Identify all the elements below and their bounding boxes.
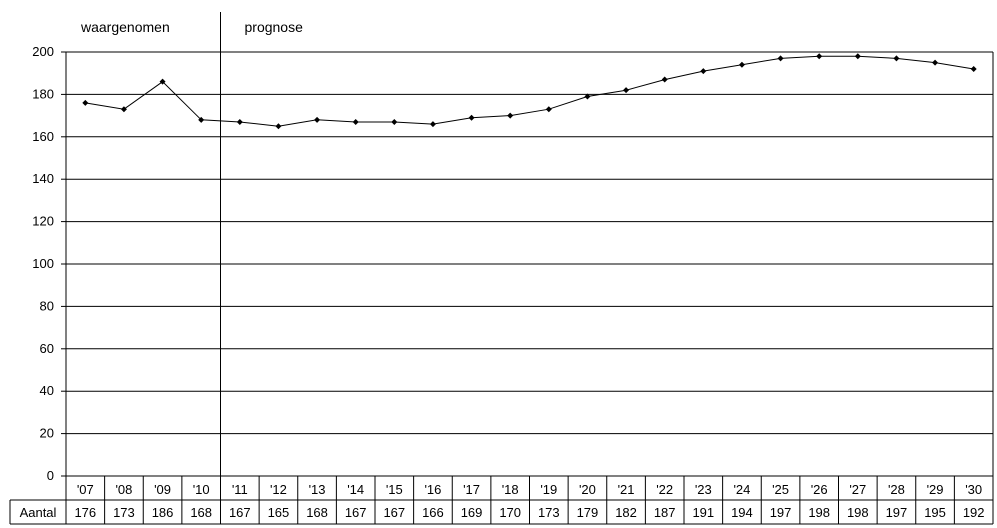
data-point-marker	[661, 76, 668, 83]
table-value-cell: 169	[461, 505, 483, 520]
x-tick-label: '22	[656, 482, 673, 497]
data-point-marker	[738, 61, 745, 68]
data-point-marker	[352, 118, 359, 125]
x-tick-label: '07	[77, 482, 94, 497]
table-value-cell: 186	[152, 505, 174, 520]
table-value-cell: 170	[499, 505, 521, 520]
x-tick-label: '18	[502, 482, 519, 497]
x-tick-label: '20	[579, 482, 596, 497]
data-point-marker	[893, 55, 900, 62]
data-point-marker	[932, 59, 939, 66]
x-tick-label: '19	[540, 482, 557, 497]
data-point-marker	[584, 93, 591, 100]
x-tick-label: '14	[347, 482, 364, 497]
data-point-marker	[429, 121, 436, 128]
plot-frame	[65, 52, 994, 524]
data-point-marker	[545, 106, 552, 113]
x-tick-label: '15	[386, 482, 403, 497]
table-value-cell: 173	[538, 505, 560, 520]
x-tick-label: '26	[811, 482, 828, 497]
table-value-cell: 197	[886, 505, 908, 520]
data-markers	[82, 53, 977, 130]
y-tick-label: 100	[32, 256, 54, 271]
table-value-cell: 179	[577, 505, 599, 520]
table-value-cell: 195	[924, 505, 946, 520]
x-tick-label: '27	[849, 482, 866, 497]
data-point-marker	[275, 123, 282, 130]
data-point-marker	[236, 118, 243, 125]
data-point-marker	[700, 68, 707, 75]
table-value-cell: 191	[692, 505, 714, 520]
table-value-cell: 194	[731, 505, 753, 520]
x-tick-label: '29	[927, 482, 944, 497]
table-value-cell: 168	[190, 505, 212, 520]
data-table: Aantal '07 176 '08 173 '09 186 '10 168 '11 167 '12 1…	[9, 475, 993, 525]
data-point-marker	[198, 116, 205, 123]
table-value-cell: 173	[113, 505, 135, 520]
x-tick-label: '25	[772, 482, 789, 497]
table-value-cell: 168	[306, 505, 328, 520]
table-value-cell: 167	[383, 505, 405, 520]
forecast-section-label: prognose	[245, 19, 304, 35]
data-point-marker	[314, 116, 321, 123]
y-tick-label: 60	[40, 341, 54, 356]
x-tick-label: '08	[115, 482, 132, 497]
y-tick-label: 120	[32, 214, 54, 229]
y-axis-ticks: 0 20 40 60 80 100 120 140 160 180 200	[32, 44, 66, 483]
data-point-marker	[623, 87, 630, 94]
data-point-marker	[468, 114, 475, 121]
table-value-cell: 198	[808, 505, 830, 520]
y-tick-label: 180	[32, 86, 54, 101]
x-tick-label: '21	[618, 482, 635, 497]
x-tick-label: '09	[154, 482, 171, 497]
series-line	[85, 55, 974, 127]
data-point-marker	[777, 55, 784, 62]
y-tick-label: 160	[32, 129, 54, 144]
x-tick-label: '24	[733, 482, 750, 497]
observed-section-label: waargenomen	[80, 19, 170, 35]
y-tick-label: 20	[40, 426, 54, 441]
table-value-cell: 198	[847, 505, 869, 520]
table-row-label: Aantal	[20, 505, 57, 520]
x-tick-label: '11	[232, 482, 248, 497]
table-value-cell: 187	[654, 505, 676, 520]
table-value-cell: 165	[268, 505, 290, 520]
data-point-marker	[159, 78, 166, 85]
x-tick-label: '13	[309, 482, 326, 497]
table-value-cell: 176	[74, 505, 96, 520]
y-tick-label: 140	[32, 171, 54, 186]
data-point-marker	[82, 99, 89, 106]
table-value-cell: 166	[422, 505, 444, 520]
data-point-marker	[816, 53, 823, 60]
y-tick-label: 80	[40, 298, 54, 313]
table-value-cell: 197	[770, 505, 792, 520]
y-tick-label: 200	[32, 44, 54, 59]
table-value-cell: 192	[963, 505, 985, 520]
data-point-marker	[854, 53, 861, 60]
table-value-cell: 182	[615, 505, 637, 520]
x-tick-label: '23	[695, 482, 712, 497]
y-tick-label: 40	[40, 383, 54, 398]
x-tick-label: '30	[965, 482, 982, 497]
table-value-cell: 167	[229, 505, 251, 520]
x-tick-label: '28	[888, 482, 905, 497]
data-point-marker	[970, 65, 977, 72]
table-value-cell: 167	[345, 505, 367, 520]
y-tick-label: 0	[47, 468, 54, 483]
x-tick-label: '16	[424, 482, 441, 497]
x-tick-label: '17	[463, 482, 480, 497]
data-point-marker	[507, 112, 514, 119]
data-point-marker	[120, 106, 127, 113]
data-point-marker	[391, 118, 398, 125]
x-tick-label: '12	[270, 482, 287, 497]
x-tick-label: '10	[193, 482, 210, 497]
gridlines	[66, 51, 993, 477]
